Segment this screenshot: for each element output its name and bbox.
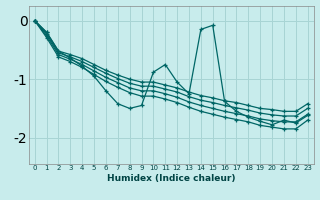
- X-axis label: Humidex (Indice chaleur): Humidex (Indice chaleur): [107, 174, 236, 183]
